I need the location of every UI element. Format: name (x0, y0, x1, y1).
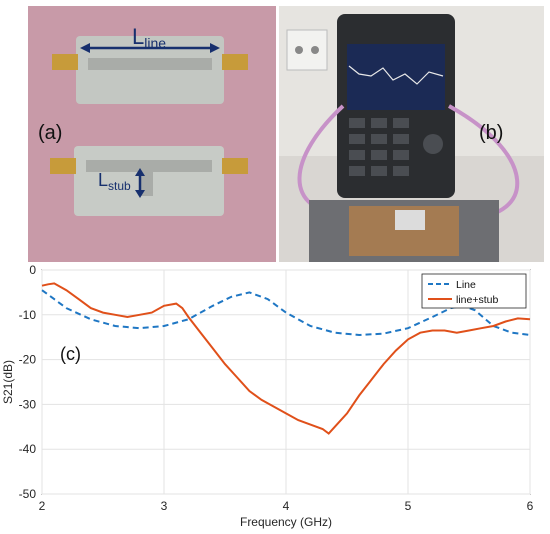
stub-line (141, 160, 153, 196)
x-tick-label: 2 (39, 499, 46, 513)
panel-label-a: (a) (38, 122, 63, 144)
l-stub-label: Lstub (98, 170, 131, 193)
x-tick-label: 3 (161, 499, 168, 513)
y-tick-label: 0 (29, 263, 36, 277)
y-tick-label: -30 (19, 397, 37, 411)
legend-label-stub: line+stub (456, 294, 498, 306)
series-line-stub (41, 282, 531, 435)
y-tick-label: -50 (19, 487, 37, 501)
sma-connector-left (52, 54, 78, 70)
y-axis-label: S21(dB) (1, 360, 15, 404)
photo-panel-a: Lline Lstub (a) (28, 6, 276, 262)
panel-label-c: (c) (60, 344, 81, 364)
grid-lines (41, 269, 531, 495)
sma-connector-right (222, 54, 248, 70)
y-tick-label: -10 (19, 308, 37, 322)
panel-label-b: (b) (479, 122, 504, 144)
l-line-label: Lline (132, 24, 167, 51)
y-tick-label: -20 (19, 353, 37, 367)
vna-setup-illustration (279, 6, 544, 262)
axis-ticks: 2 3 4 5 6 0 -10 -20 -30 -40 -50 (19, 263, 534, 513)
x-axis-label: Frequency (GHz) (240, 515, 332, 529)
x-tick-label: 5 (405, 499, 412, 513)
x-tick-label: 6 (527, 499, 534, 513)
x-tick-label: 4 (283, 499, 290, 513)
y-tick-label: -40 (19, 442, 37, 456)
analyzer-screen (347, 44, 445, 110)
legend-label-line: Line (456, 279, 476, 291)
microstrip-boards-illustration (28, 6, 276, 262)
s21-chart: 2 3 4 5 6 0 -10 -20 -30 -40 -50 Frequency (GHz) S2… (1, 263, 534, 529)
photo-panel-b: (b) (279, 6, 544, 262)
legend: Line line+stub (421, 273, 527, 309)
